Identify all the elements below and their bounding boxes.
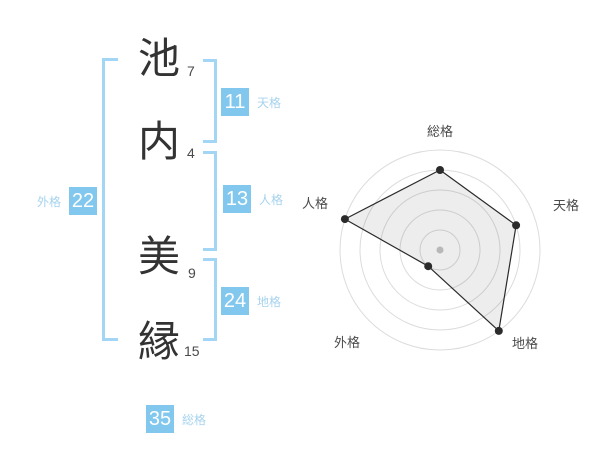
stroke-count-4: 15: [184, 343, 200, 359]
tenkaku-bracket: [203, 59, 217, 143]
stroke-count-2: 4: [187, 145, 195, 161]
radar-axis-label: 天格: [553, 198, 579, 213]
radar-axis-label: 総格: [427, 124, 453, 139]
gaikaku-row: 外格 22: [37, 187, 98, 215]
jinkaku-row: 13 人格: [223, 185, 283, 213]
radar-point: [424, 262, 433, 271]
radar-axis-label: 地格: [512, 336, 538, 351]
chikaku-value-box: 24: [221, 287, 249, 315]
soukaku-label: 総格: [182, 412, 207, 427]
stroke-count-3: 9: [188, 265, 196, 281]
gaikaku-bracket: [102, 58, 118, 341]
gaikaku-value-box: 22: [69, 187, 98, 215]
jinkaku-value-box: 13: [223, 185, 251, 213]
chikaku-label: 地格: [257, 294, 282, 309]
tenkaku-row: 11 天格: [221, 88, 281, 116]
radar-grid-circle: [419, 229, 461, 271]
radar-center-dot: [436, 246, 444, 254]
tenkaku-value-box: 11: [221, 88, 249, 116]
radar-point: [436, 166, 444, 174]
chikaku-bracket: [203, 258, 217, 341]
radar-point: [512, 221, 521, 230]
radar-point: [340, 215, 349, 224]
chikaku-row: 24 地格: [221, 287, 281, 315]
name-char-1: 池: [137, 35, 180, 82]
radar-axis-label: 外格: [334, 335, 360, 350]
radar-point: [494, 326, 503, 335]
soukaku-value-box: 35: [146, 405, 174, 433]
jinkaku-label: 人格: [259, 192, 284, 207]
gaikaku-label: 外格: [37, 194, 62, 209]
radar-grid-circle: [379, 189, 501, 311]
jinkaku-bracket: [203, 151, 217, 251]
soukaku-row: 35 総格: [146, 405, 206, 433]
name-char-4: 縁: [137, 318, 180, 365]
radar-polygon: [344, 169, 517, 332]
radar-axis-label: 人格: [302, 196, 328, 211]
stroke-count-1: 7: [187, 63, 195, 79]
tenkaku-label: 天格: [257, 95, 282, 110]
name-char-3: 美: [137, 233, 180, 280]
name-char-2: 内: [137, 118, 180, 165]
radar-grid-circle: [339, 149, 541, 351]
